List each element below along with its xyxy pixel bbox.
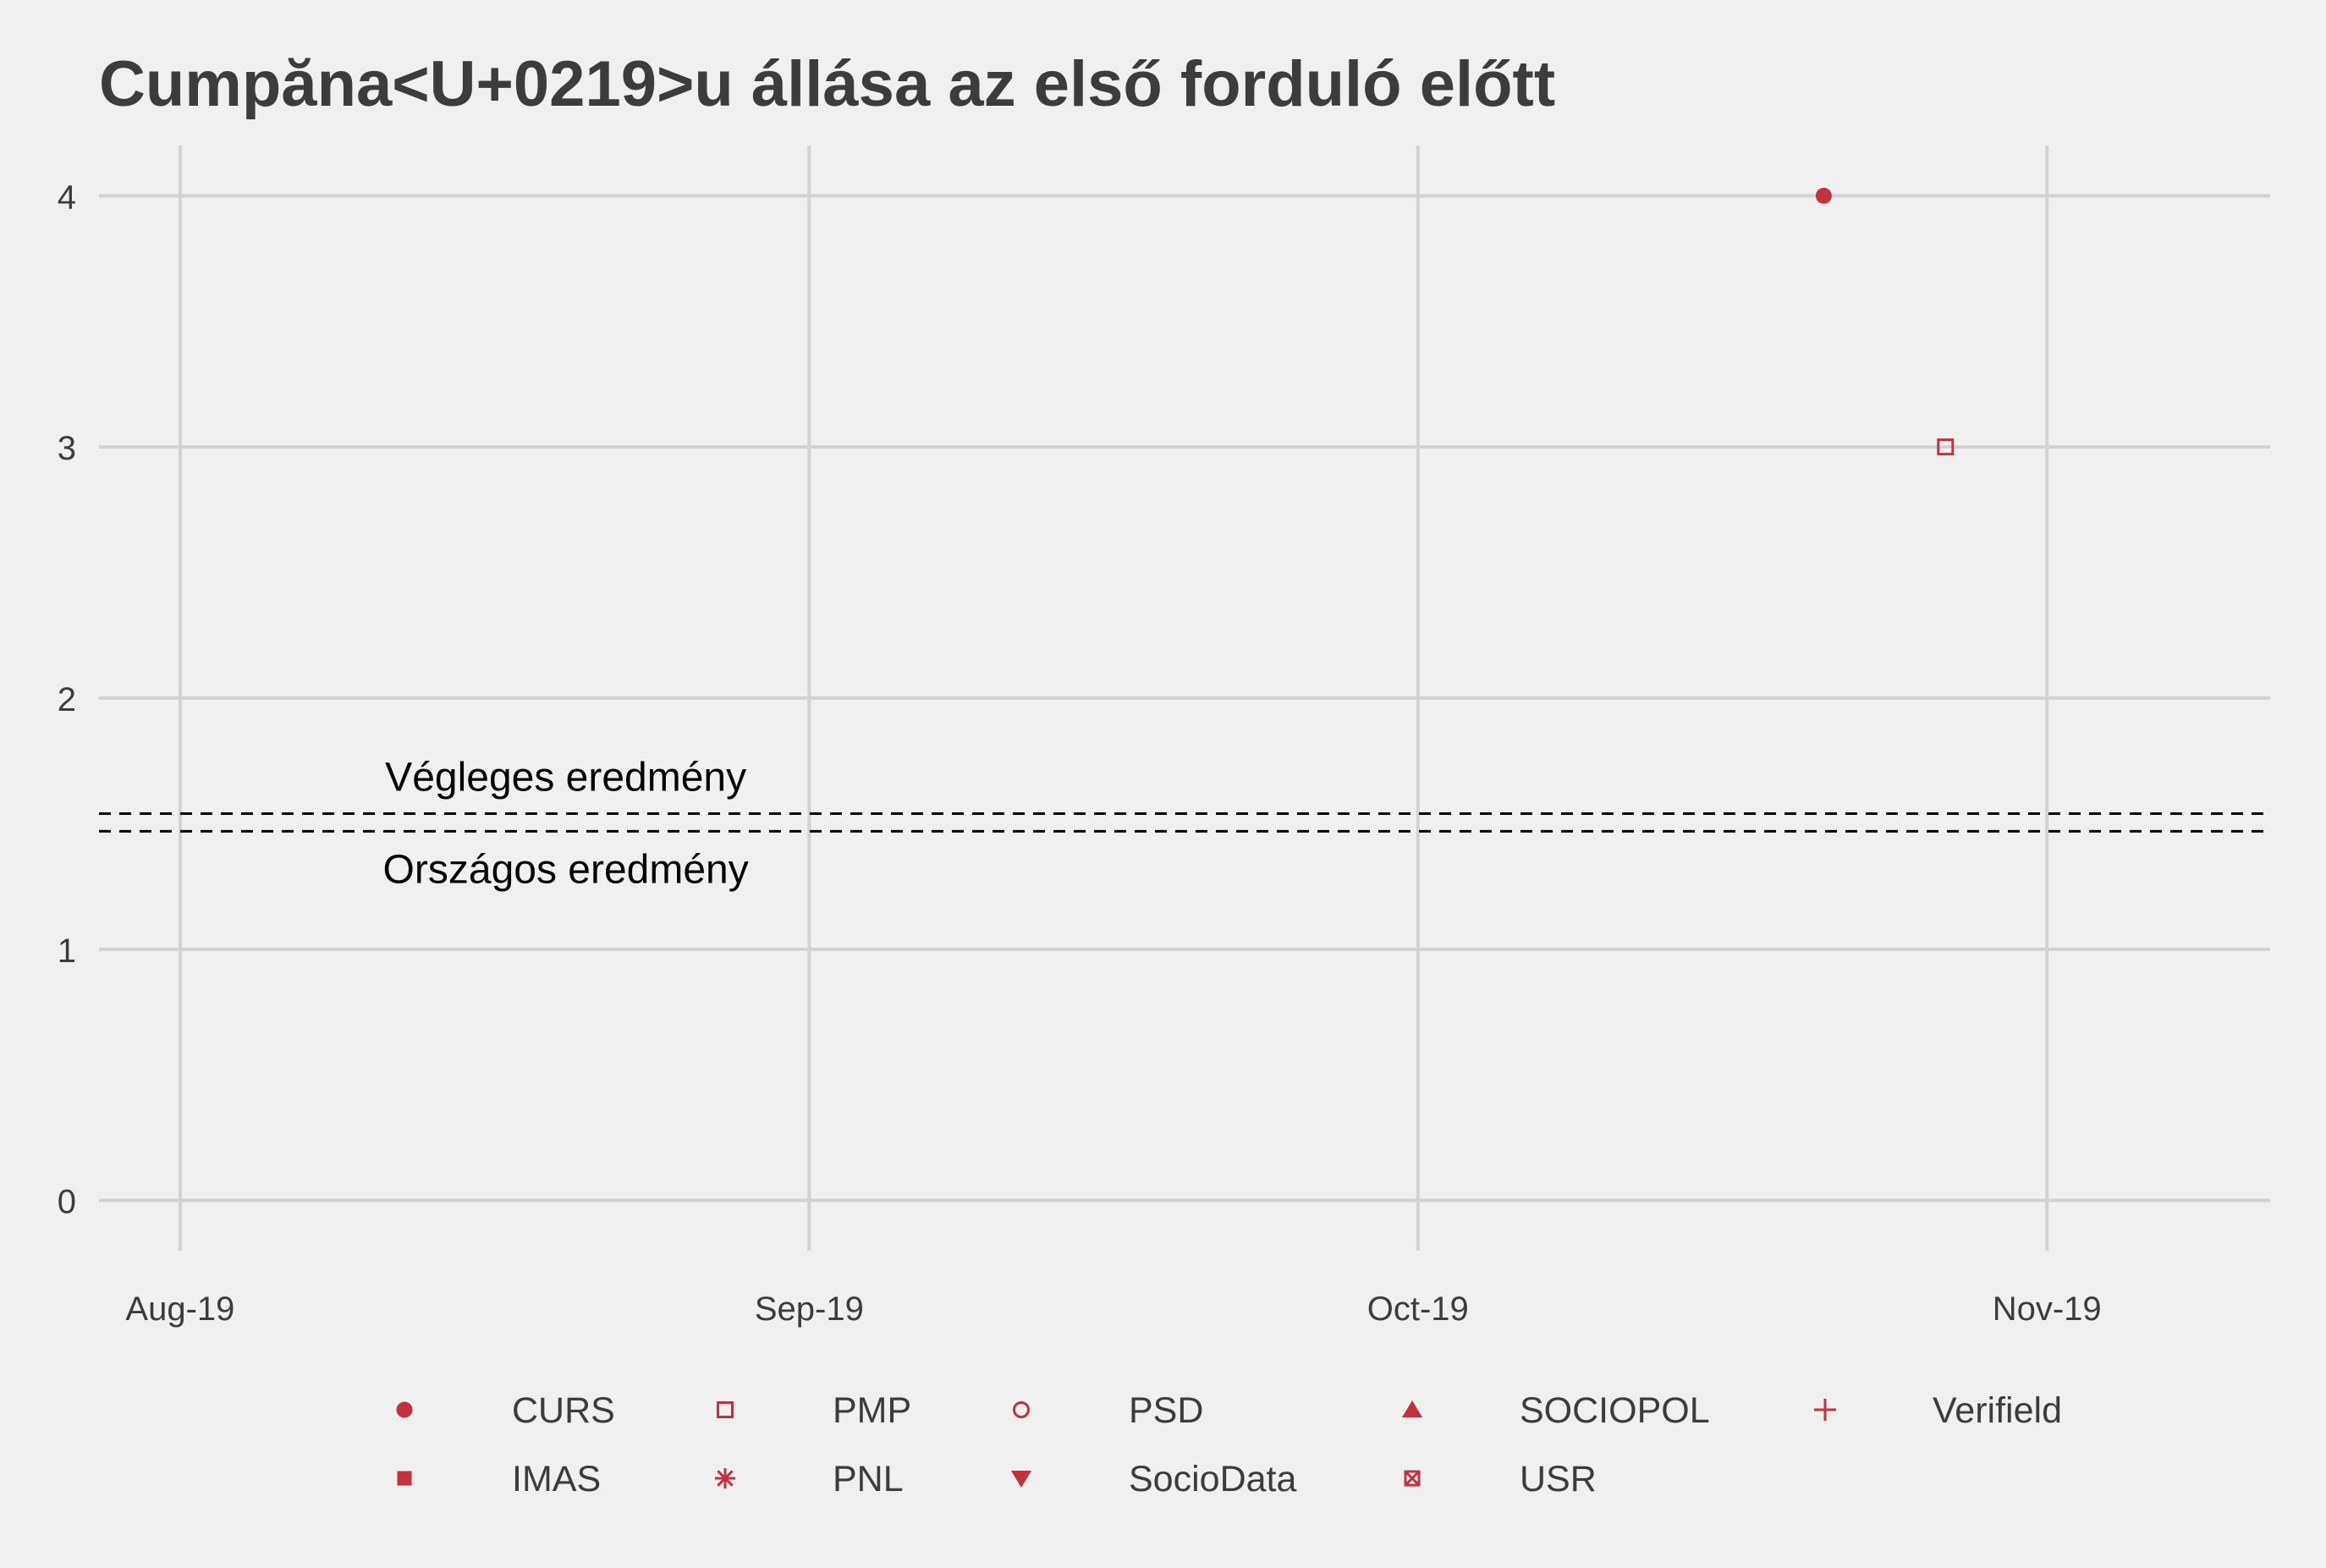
data-point-pmp [1937, 438, 1955, 456]
legend-item: SOCIOPOL [1402, 1390, 1710, 1431]
marker-x [1404, 1470, 1421, 1487]
marker-circle [396, 1401, 413, 1418]
y-tick-label: 2 [58, 681, 76, 718]
legend-item: PMP [717, 1390, 911, 1431]
x-tick-label: Nov-19 [1993, 1290, 2102, 1328]
legend-label: PSD [1129, 1390, 1203, 1431]
legend-label: IMAS [512, 1459, 601, 1499]
data-points [1815, 187, 1955, 456]
legend-item: CURS [396, 1390, 615, 1431]
chart-title: Cumpăna<U+0219>u állása az első forduló … [99, 48, 1555, 120]
x-tick-label: Sep-19 [755, 1290, 864, 1328]
y-tick-label: 4 [58, 179, 76, 216]
y-axis-ticks: 0 1 2 3 4 [58, 179, 76, 1220]
legend-label: PMP [833, 1390, 911, 1431]
reference-line-label: Országos eredmény [383, 847, 749, 892]
marker-triangle-down [1011, 1471, 1031, 1488]
y-tick-label: 1 [58, 933, 76, 970]
x-tick-label: Aug-19 [125, 1290, 234, 1328]
marker-triangle-up [1402, 1400, 1422, 1417]
marker-open-square [1937, 438, 1955, 456]
x-axis-ticks: Aug-19 Sep-19 Oct-19 Nov-19 [125, 1290, 2101, 1328]
legend-label: Verifield [1933, 1390, 2062, 1431]
legend-label: CURS [512, 1390, 615, 1431]
marker-open-circle [1013, 1401, 1030, 1418]
legend-label: USR [1520, 1459, 1597, 1499]
marker-box [1404, 1470, 1421, 1487]
marker-asterisk [715, 1468, 735, 1488]
marker-plus [1814, 1399, 1836, 1421]
marker-square [397, 1471, 412, 1486]
legend-item: PNL [715, 1459, 904, 1499]
legend-label: PNL [833, 1459, 904, 1499]
y-tick-label: 0 [58, 1184, 76, 1221]
legend-item: PSD [1013, 1390, 1203, 1431]
x-tick-label: Oct-19 [1367, 1290, 1469, 1328]
reference-line-label: Végleges eredmény [385, 756, 746, 801]
reference-lines: Végleges eredmény Országos eredmény [99, 756, 2270, 892]
marker-open-square [717, 1401, 734, 1418]
data-point-curs [1815, 187, 1832, 204]
legend: CURS PMP PSD SOCIOPOL Verifield IMAS PNL SocioD… [396, 1390, 2062, 1499]
legend-item: USR [1404, 1459, 1597, 1499]
marker-circle [1815, 187, 1832, 204]
legend-item: SocioData [1011, 1459, 1296, 1499]
legend-label: SOCIOPOL [1520, 1390, 1710, 1431]
y-tick-label: 3 [58, 430, 76, 467]
legend-item: IMAS [397, 1459, 601, 1499]
legend-item: Verifield [1814, 1390, 2062, 1431]
legend-label: SocioData [1129, 1459, 1296, 1499]
grid [99, 146, 2270, 1251]
